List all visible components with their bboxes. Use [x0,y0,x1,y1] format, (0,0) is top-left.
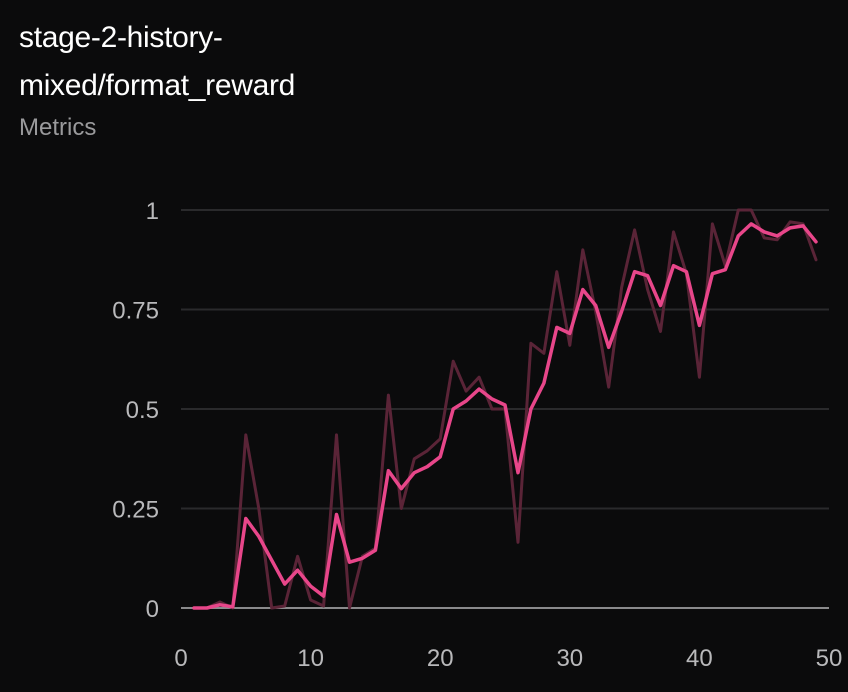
panel-title-line-2: mixed/format_reward [19,69,296,102]
y-tick-label: 0 [146,596,159,623]
x-tick-label: 20 [427,645,454,672]
smoothed-series-line[interactable] [192,222,818,610]
y-tick-label: 0.75 [112,298,159,325]
y-tick-label: 0.25 [112,497,159,524]
x-tick-label: 50 [816,645,843,672]
y-tick-label: 1 [146,198,159,225]
x-tick-label: 30 [556,645,583,672]
series-lines[interactable] [192,208,818,610]
y-tick-label: 0.5 [126,397,159,424]
panel-title-line-1: stage-2-history- [19,21,223,54]
panel-subtitle: Metrics [19,114,97,141]
x-tick-label: 0 [174,645,187,672]
x-tick-label: 10 [297,645,324,672]
grid-lines [181,209,829,510]
x-tick-label: 40 [686,645,713,672]
panel-title: stage-2-history- mixed/format_reward [19,14,579,110]
panel-header: stage-2-history- mixed/format_reward Met… [19,14,579,144]
